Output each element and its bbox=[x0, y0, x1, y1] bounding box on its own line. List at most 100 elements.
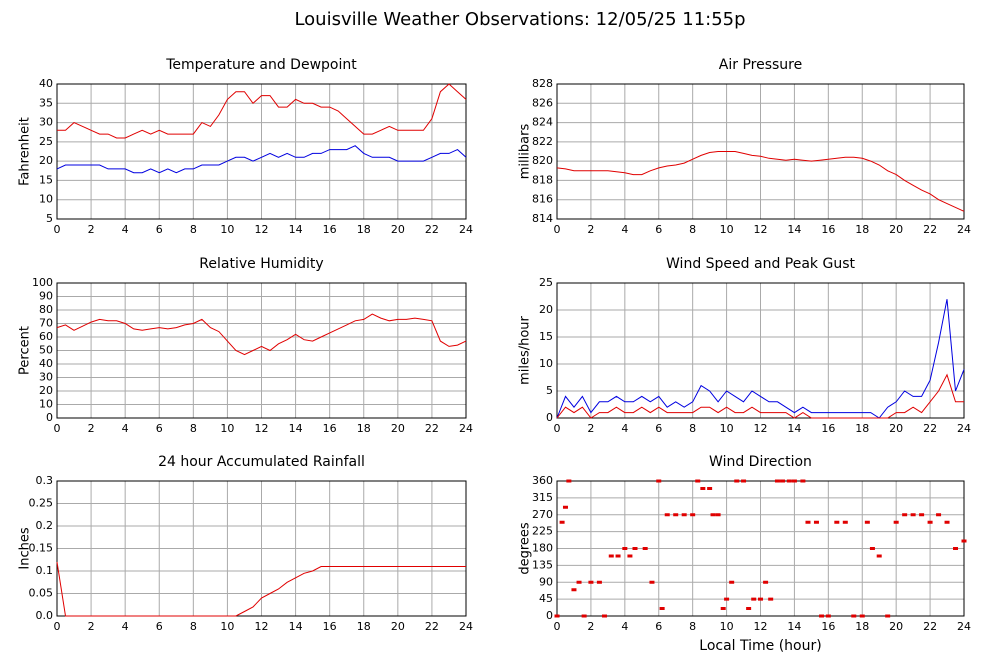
y-tick-label: 10 bbox=[539, 357, 553, 370]
x-tick-label: 6 bbox=[156, 223, 163, 236]
data-point bbox=[596, 580, 602, 584]
data-line bbox=[56, 561, 466, 617]
x-tick-label: 2 bbox=[587, 620, 594, 633]
data-point bbox=[559, 520, 565, 524]
x-tick-label: 22 bbox=[923, 223, 937, 236]
x-tick-label: 6 bbox=[655, 620, 662, 633]
data-point bbox=[656, 479, 662, 483]
x-tick-label: 20 bbox=[391, 422, 405, 435]
plot-frame bbox=[556, 282, 965, 419]
y-tick-label: 315 bbox=[532, 491, 553, 504]
x-tick-label: 8 bbox=[190, 620, 197, 633]
y-tick-label: 180 bbox=[532, 542, 553, 555]
y-tick-label: 30 bbox=[39, 116, 53, 129]
y-tick-label: 0.25 bbox=[29, 497, 54, 510]
data-point bbox=[819, 614, 825, 618]
data-point bbox=[707, 487, 713, 490]
data-point bbox=[741, 479, 747, 483]
y-tick-label: 0 bbox=[546, 411, 553, 424]
data-point bbox=[700, 487, 706, 490]
x-tick-label: 10 bbox=[720, 620, 734, 633]
data-point bbox=[715, 513, 721, 517]
x-tick-label: 2 bbox=[587, 422, 594, 435]
x-tick-label: 0 bbox=[54, 422, 61, 435]
chart-title: 24 hour Accumulated Rainfall bbox=[158, 454, 365, 470]
data-point bbox=[800, 479, 806, 483]
data-point bbox=[571, 588, 577, 592]
x-tick-label: 24 bbox=[957, 422, 971, 435]
chart-title: Temperature and Dewpoint bbox=[165, 57, 357, 73]
data-line bbox=[556, 373, 964, 419]
y-tick-label: 814 bbox=[532, 212, 553, 225]
x-tick-label: 16 bbox=[821, 620, 835, 633]
y-tick-label: 80 bbox=[39, 303, 53, 316]
y-tick-label: 15 bbox=[39, 173, 53, 186]
x-tick-label: 4 bbox=[621, 223, 628, 236]
y-axis-label: Fahrenheit bbox=[18, 117, 33, 186]
data-point bbox=[720, 607, 726, 610]
chart-title: Wind Direction bbox=[709, 454, 812, 470]
x-tick-label: 2 bbox=[88, 422, 95, 435]
data-point bbox=[936, 513, 942, 517]
x-tick-label: 2 bbox=[88, 620, 95, 633]
x-tick-label: 14 bbox=[787, 223, 801, 236]
x-tick-label: 12 bbox=[255, 422, 269, 435]
x-tick-label: 14 bbox=[787, 620, 801, 633]
x-tick-label: 22 bbox=[425, 422, 439, 435]
y-tick-label: 60 bbox=[39, 330, 53, 343]
x-tick-label: 4 bbox=[122, 223, 129, 236]
x-tick-label: 18 bbox=[855, 620, 869, 633]
x-tick-label: 18 bbox=[855, 422, 869, 435]
x-tick-label: 16 bbox=[323, 422, 337, 435]
x-tick-label: 0 bbox=[554, 422, 561, 435]
y-tick-label: 35 bbox=[39, 96, 53, 109]
x-tick-label: 18 bbox=[855, 223, 869, 236]
x-tick-label: 8 bbox=[689, 422, 696, 435]
x-tick-label: 16 bbox=[821, 422, 835, 435]
data-point bbox=[642, 547, 648, 550]
y-axis-label: degrees bbox=[518, 522, 533, 575]
x-tick-label: 12 bbox=[255, 223, 269, 236]
y-tick-label: 15 bbox=[539, 330, 553, 343]
data-point bbox=[763, 580, 769, 584]
data-point bbox=[869, 547, 875, 550]
x-tick-label: 16 bbox=[323, 223, 337, 236]
x-tick-label: 6 bbox=[156, 620, 163, 633]
x-tick-label: 12 bbox=[754, 620, 768, 633]
x-tick-label: 8 bbox=[190, 223, 197, 236]
y-tick-label: 0 bbox=[546, 609, 553, 622]
x-tick-label: 10 bbox=[220, 223, 234, 236]
data-point bbox=[780, 479, 786, 483]
y-tick-label: 135 bbox=[532, 558, 553, 571]
x-tick-label: 10 bbox=[720, 422, 734, 435]
x-tick-label: 14 bbox=[289, 422, 303, 435]
data-point bbox=[791, 479, 797, 483]
plot-frame bbox=[556, 480, 965, 617]
data-point bbox=[825, 614, 831, 618]
x-tick-label: 0 bbox=[54, 620, 61, 633]
x-tick-label: 8 bbox=[190, 422, 197, 435]
x-tick-label: 6 bbox=[156, 422, 163, 435]
y-tick-label: 0.15 bbox=[29, 542, 54, 555]
y-tick-label: 20 bbox=[39, 384, 53, 397]
data-point bbox=[627, 554, 633, 558]
x-tick-label: 12 bbox=[754, 422, 768, 435]
x-tick-label: 4 bbox=[122, 422, 129, 435]
chart-title: Relative Humidity bbox=[199, 256, 323, 272]
data-point bbox=[876, 554, 882, 558]
y-tick-label: 25 bbox=[39, 135, 53, 148]
y-tick-label: 826 bbox=[532, 96, 553, 109]
data-point bbox=[588, 580, 594, 584]
data-point bbox=[615, 554, 621, 558]
data-point bbox=[859, 614, 865, 618]
data-point bbox=[927, 520, 933, 524]
y-tick-label: 822 bbox=[532, 135, 553, 148]
data-point bbox=[608, 554, 614, 558]
data-point bbox=[961, 539, 967, 543]
y-tick-label: 50 bbox=[39, 344, 53, 357]
x-tick-label: 24 bbox=[459, 422, 473, 435]
data-point bbox=[885, 614, 891, 618]
y-tick-label: 40 bbox=[39, 77, 53, 90]
data-point bbox=[681, 513, 687, 517]
